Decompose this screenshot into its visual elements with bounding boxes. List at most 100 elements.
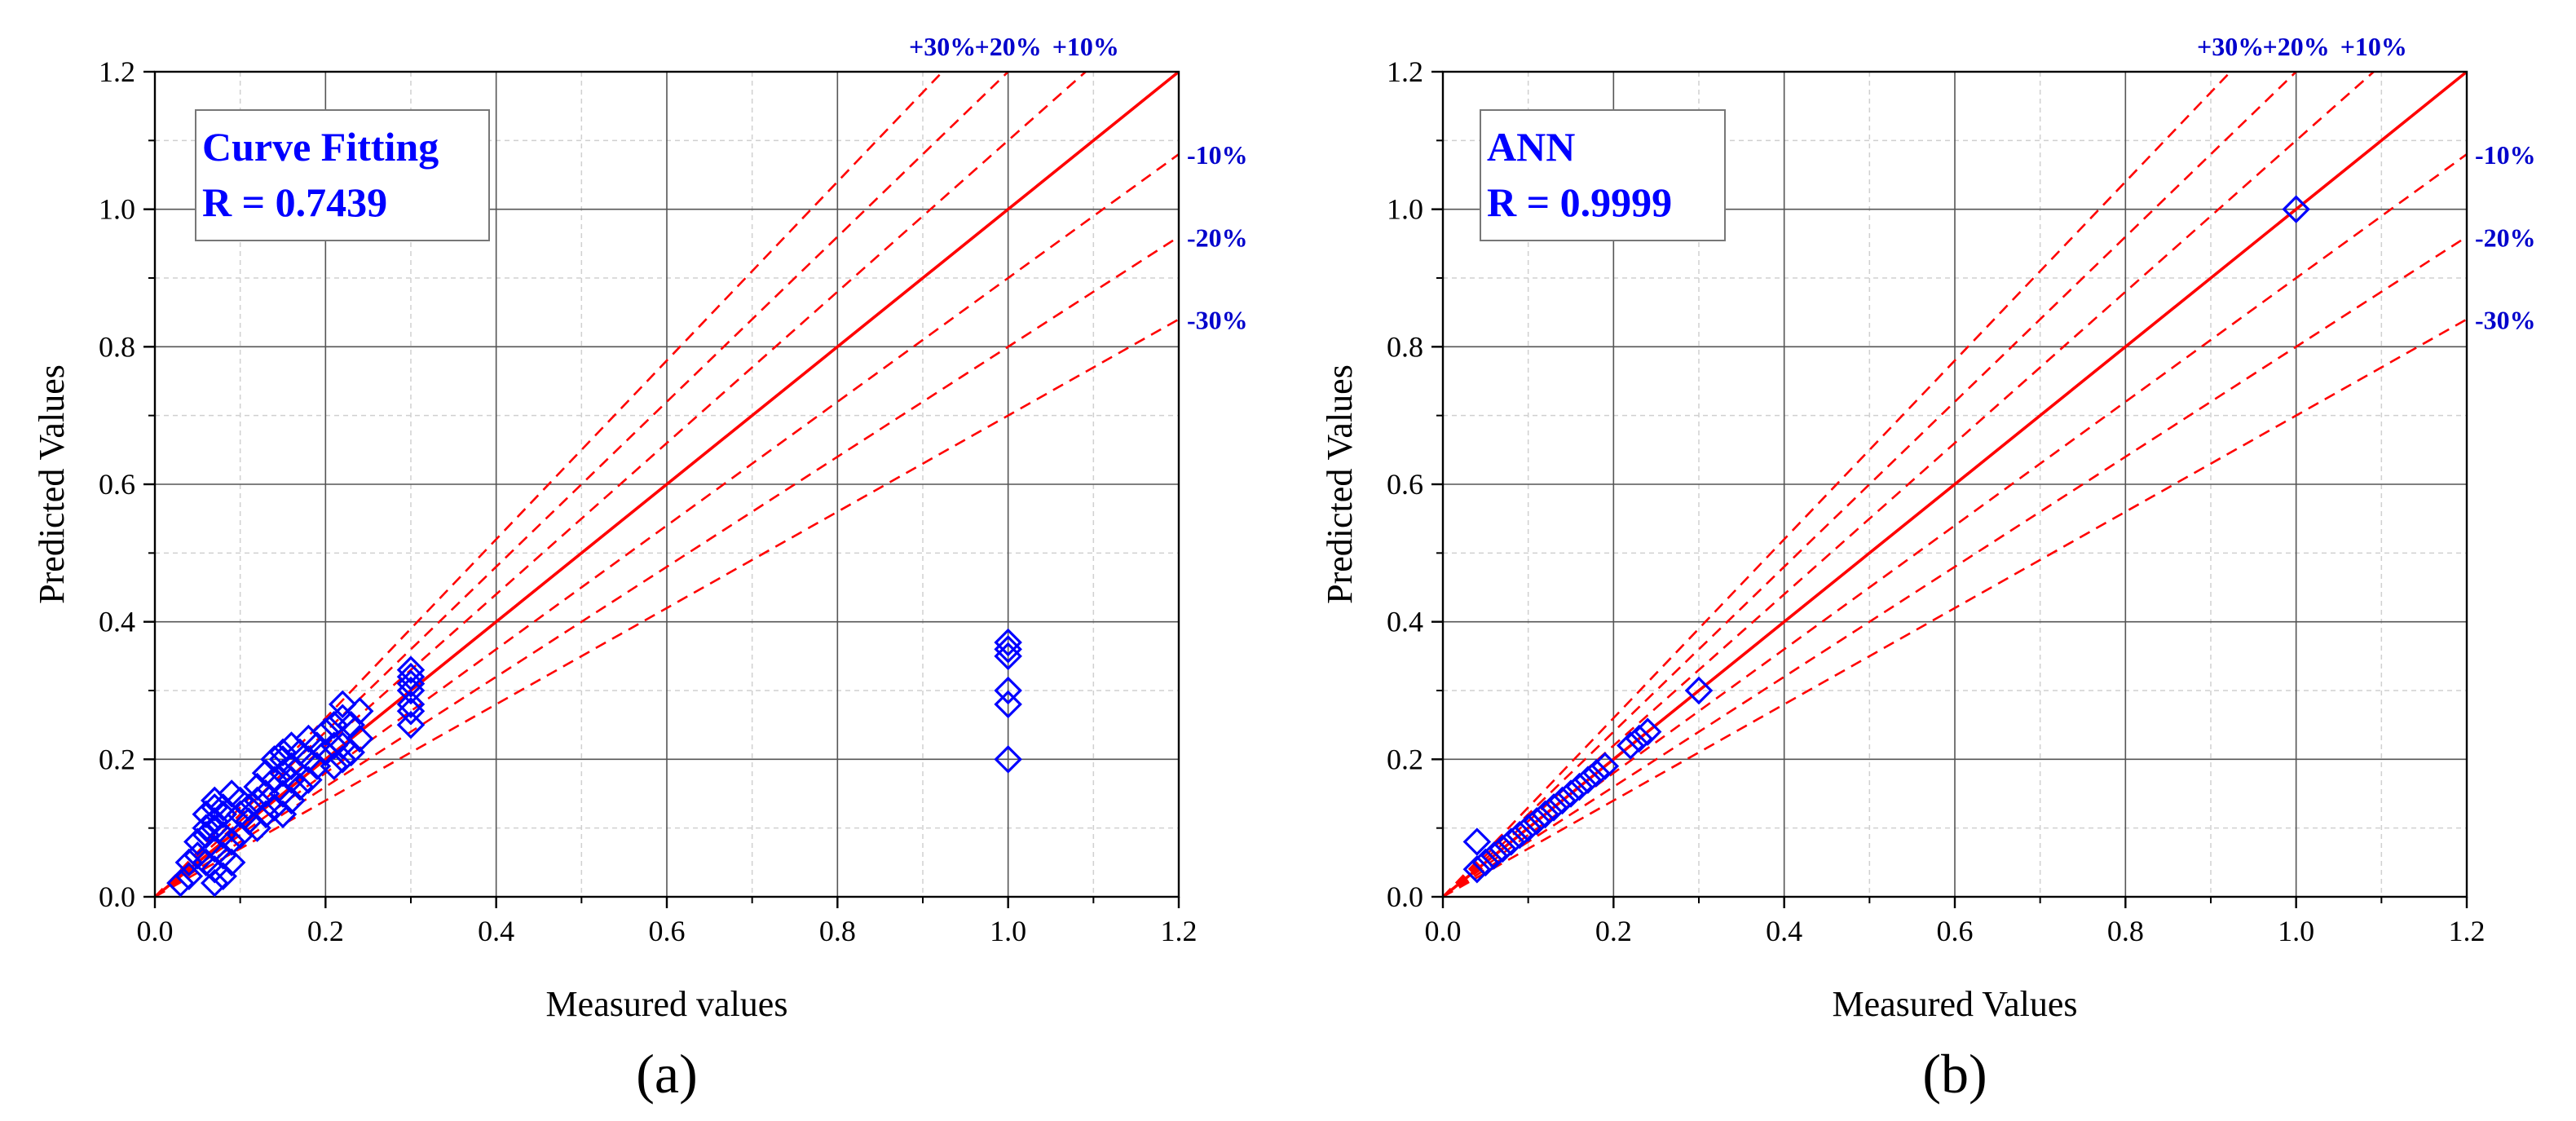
data-point — [1565, 772, 1594, 801]
data-point — [268, 800, 298, 829]
data-point — [1590, 752, 1620, 781]
data-point — [345, 724, 374, 753]
data-point — [396, 690, 426, 719]
data-point — [1617, 731, 1645, 760]
band-label: -10% — [2475, 140, 2536, 170]
x-axis-ticks: 0.0 0.2 0.4 0.6 0.8 1.0 1.2 — [1425, 897, 2486, 947]
x-tick-label: 0.4 — [478, 915, 514, 947]
reference-lines — [1443, 72, 2467, 897]
x-axis-label: Measured Values — [1833, 984, 2078, 1024]
data-point — [337, 738, 365, 767]
x-tick-label: 0.0 — [137, 915, 174, 947]
x-tick-label: 0.4 — [1766, 915, 1802, 947]
stats-r-value: R = 0.7439 — [202, 179, 387, 225]
data-point — [1522, 806, 1551, 836]
band-label: -20% — [1187, 223, 1248, 252]
x-tick-label: 0.6 — [649, 915, 686, 947]
data-point — [234, 793, 263, 822]
data-point — [329, 690, 357, 719]
x-tick-label: 0.0 — [1425, 915, 1462, 947]
data-points — [1462, 195, 2310, 884]
data-point — [285, 772, 315, 801]
data-point — [1462, 828, 1492, 856]
stats-title: Curve Fitting — [202, 124, 439, 170]
stats-box-frame — [1480, 109, 1726, 241]
x-tick-label: 0.8 — [819, 915, 856, 947]
y-axis-ticks: 0.0 0.2 0.4 0.6 0.8 1.0 1.2 — [99, 55, 155, 913]
data-point — [1548, 786, 1577, 815]
data-point — [396, 710, 426, 739]
band-label: -30% — [1187, 306, 1248, 335]
data-point — [201, 868, 229, 898]
data-point — [311, 717, 340, 746]
data-point — [1633, 717, 1662, 746]
error-band-line — [155, 236, 1179, 897]
y-axis-label: Predicted Values — [32, 364, 72, 604]
x-tick-label: 1.0 — [2278, 915, 2314, 947]
x-tick-label: 0.8 — [2107, 915, 2144, 947]
x-tick-label: 1.2 — [1161, 915, 1198, 947]
error-band-line — [1443, 72, 2232, 897]
x-tick-label: 0.2 — [307, 915, 344, 947]
stats-box: Curve Fitting R = 0.7439 — [195, 109, 490, 241]
data-point — [201, 806, 229, 836]
error-band-line — [1443, 236, 2467, 897]
data-point — [1684, 676, 1714, 705]
y-tick-label: 0.6 — [99, 468, 135, 501]
data-point — [243, 814, 271, 842]
band-labels: +30%+20% +10% -10% -20% -30% — [909, 32, 1248, 335]
data-point — [1556, 779, 1586, 808]
data-point — [1489, 834, 1517, 863]
y-tick-label: 0.2 — [1387, 743, 1423, 775]
data-point — [1471, 848, 1500, 877]
error-band-line — [155, 153, 1179, 897]
data-point — [994, 745, 1022, 774]
x-tick-label: 0.6 — [1937, 915, 1974, 947]
data-point — [243, 786, 271, 815]
band-label: -10% — [1187, 140, 1248, 170]
data-point — [320, 752, 349, 781]
identity-line — [1443, 72, 2467, 897]
error-band-line — [1443, 318, 2467, 897]
band-label: +10% — [2340, 32, 2407, 61]
y-tick-label: 0.0 — [1387, 880, 1423, 913]
y-tick-label: 1.2 — [99, 55, 135, 88]
data-point — [2282, 195, 2310, 223]
data-point — [166, 868, 195, 898]
x-tick-label: 0.2 — [1595, 915, 1632, 947]
y-axis-label: Predicted Values — [1320, 364, 1360, 604]
data-point — [337, 710, 365, 739]
y-tick-label: 1.0 — [99, 193, 135, 226]
data-point — [320, 731, 349, 760]
data-points — [166, 628, 1022, 898]
stats-box: ANN R = 0.9999 — [1480, 109, 1726, 241]
panel-b: 0.0 0.2 0.4 0.6 0.8 1.0 1.2 0.0 0.2 0.4 0.6 0.8 1.0 1… — [1320, 32, 2536, 1105]
data-point — [183, 828, 212, 856]
data-point — [209, 862, 237, 890]
stats-r-value: R = 0.9999 — [1487, 179, 1672, 225]
y-tick-label: 0.8 — [99, 330, 135, 363]
data-point — [1462, 855, 1492, 884]
data-point — [294, 766, 323, 794]
identity-line — [155, 72, 1179, 897]
x-tick-label: 1.0 — [990, 915, 1026, 947]
data-point — [329, 745, 357, 774]
data-point — [260, 745, 289, 774]
data-point — [1573, 766, 1603, 794]
data-point — [994, 690, 1022, 719]
data-point — [217, 828, 246, 856]
data-point — [217, 848, 246, 877]
band-labels: +30%+20% +10% -10% -20% -30% — [2197, 32, 2536, 335]
y-tick-label: 0.8 — [1387, 330, 1423, 363]
data-point — [994, 676, 1022, 705]
stats-box-frame — [195, 109, 490, 241]
y-tick-label: 0.4 — [99, 606, 135, 638]
data-point — [1539, 793, 1568, 822]
error-band-line — [1443, 153, 2467, 897]
band-label: +20% — [2263, 32, 2330, 61]
data-point — [277, 786, 306, 815]
y-tick-label: 0.2 — [99, 743, 135, 775]
error-band-line — [1443, 72, 2375, 897]
data-point — [994, 628, 1022, 657]
